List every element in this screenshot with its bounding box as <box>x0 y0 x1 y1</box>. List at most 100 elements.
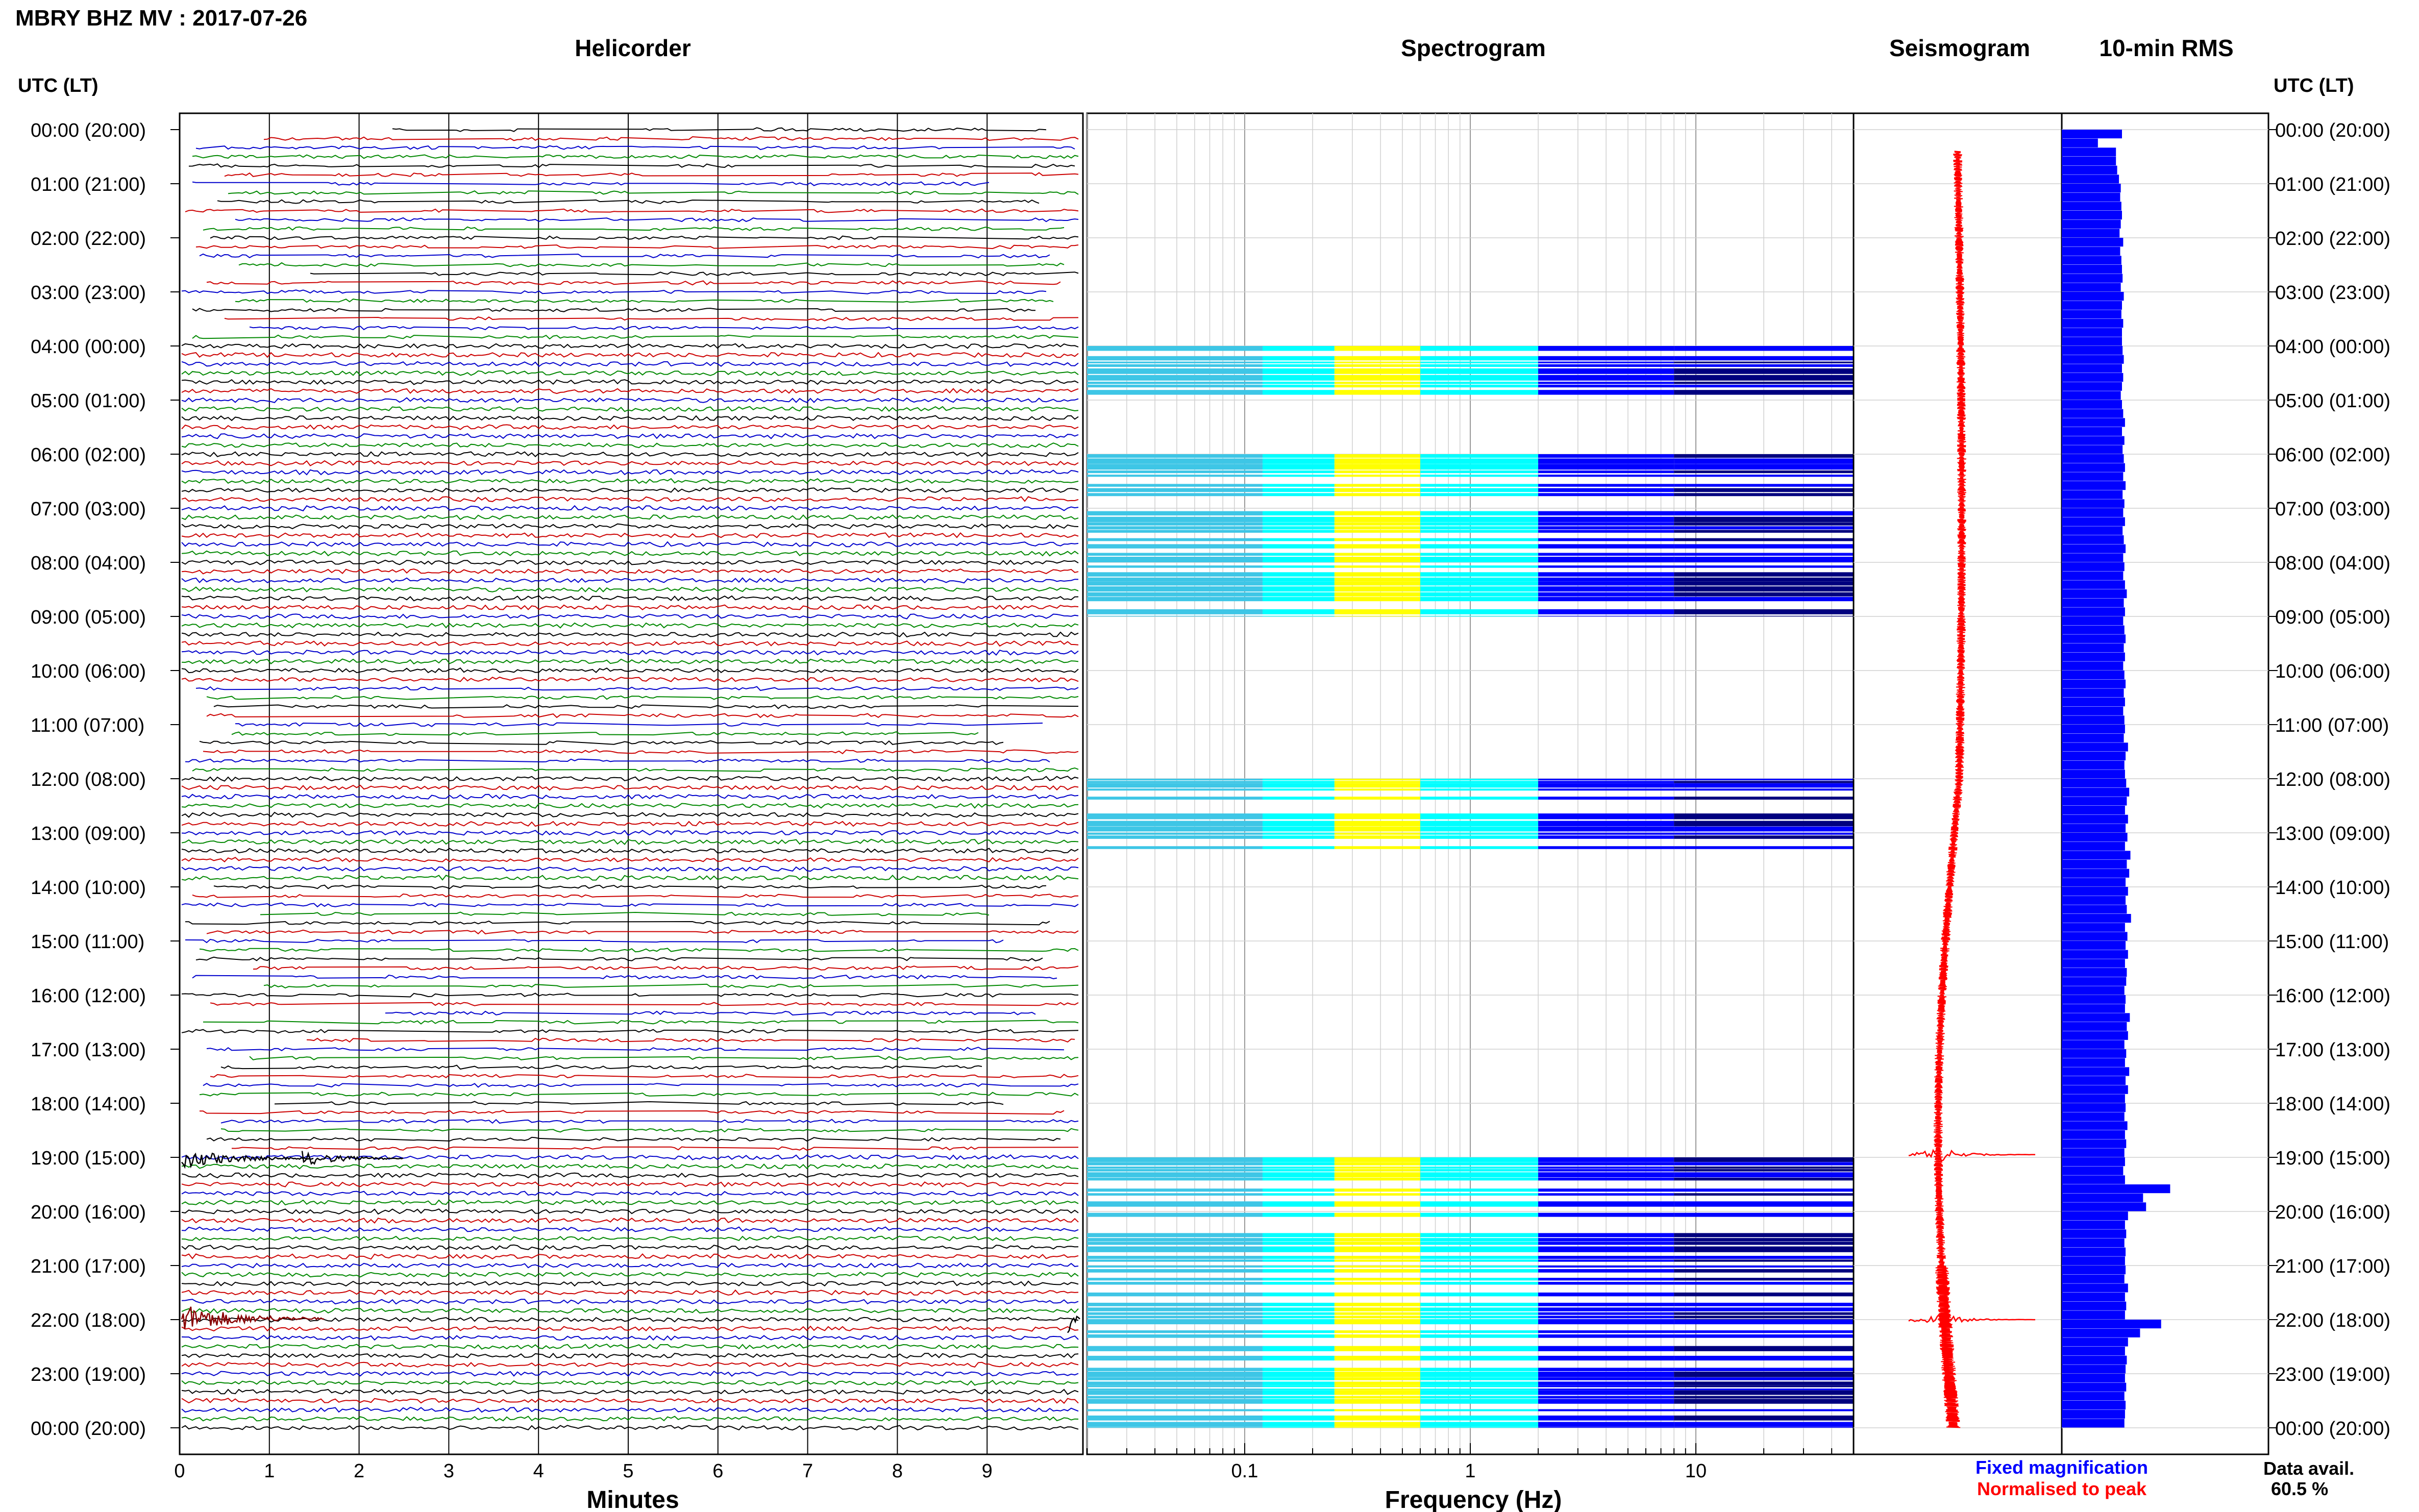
spectrogram-cell <box>1674 1177 1854 1181</box>
spectrogram-cell <box>1334 1355 1420 1361</box>
rms-bar <box>2062 725 2125 734</box>
spectrogram-cell <box>1420 484 1539 487</box>
spectrogram-cell <box>1420 1269 1539 1273</box>
helicorder-trace <box>181 568 1079 575</box>
spectrogram-cell <box>1538 470 1674 474</box>
spectrogram-cell <box>1262 346 1335 351</box>
spectrogram-cell <box>1334 1427 1420 1428</box>
spectrogram-cell <box>1210 1320 1263 1325</box>
spectrogram-cell <box>1087 356 1210 361</box>
helicorder-x-tick-label: 1 <box>264 1460 275 1482</box>
spectrogram-cell <box>1420 1292 1539 1297</box>
helicorder-x-tick-label: 6 <box>712 1460 723 1482</box>
spectrogram-cell <box>1334 1188 1420 1192</box>
spectrogram-cell <box>1262 1266 1335 1268</box>
spectrogram-cell <box>1420 1238 1539 1242</box>
rms-bar <box>2062 147 2116 157</box>
spectrogram-cell <box>1262 565 1335 568</box>
spectrogram-cell <box>1674 565 1854 568</box>
spectrogram-cell <box>1334 1169 1420 1172</box>
spectrogram-cell <box>1334 1212 1420 1217</box>
helicorder-trace <box>181 622 1079 629</box>
spectrogram-cell <box>1420 1320 1539 1325</box>
spectrogram-cell <box>1087 1427 1210 1428</box>
time-label-right: 00:00 (20:00) <box>2275 120 2390 141</box>
spectrogram-cell <box>1210 1188 1263 1192</box>
rms-bar <box>2062 1031 2128 1040</box>
rms-bar <box>2062 337 2122 346</box>
spectrogram-cell <box>1087 522 1210 526</box>
rms-bar <box>2062 1049 2127 1058</box>
spectrogram-cell <box>1087 592 1210 597</box>
spectrogram-cell <box>1420 846 1539 849</box>
spectrogram-cell <box>1538 1377 1674 1380</box>
spectrogram-cell <box>1538 1368 1674 1371</box>
spectrogram-cell <box>1674 1282 1854 1285</box>
rms-bar <box>2062 418 2125 427</box>
seismogram-event <box>1908 1312 2035 1328</box>
spectrogram-cell <box>1674 1157 1854 1162</box>
rms-bar <box>2062 364 2122 373</box>
time-label-left: 23:00 (19:00) <box>31 1364 146 1385</box>
spectrogram-cell <box>1674 597 1854 602</box>
helicorder-trace <box>199 253 1050 259</box>
helicorder-trace <box>181 424 1079 430</box>
helicorder-trace <box>181 1028 1079 1034</box>
spectrogram-cell <box>1538 835 1674 839</box>
spectrogram-cell <box>1334 493 1420 497</box>
spectrogram-cell <box>1420 368 1539 374</box>
spectrogram-cell <box>1262 557 1335 562</box>
spectrogram-cell <box>1262 538 1335 541</box>
spectrogram-cell <box>1334 368 1420 374</box>
helicorder-trace <box>181 1325 1079 1332</box>
helicorder-trace <box>260 911 990 916</box>
spectrogram-cell <box>1262 609 1335 614</box>
seismogram-panel <box>1853 112 2063 1455</box>
spectrogram-cell <box>1087 1201 1210 1207</box>
rms-bar <box>2062 950 2128 959</box>
spectrogram-cell <box>1420 454 1539 458</box>
spectrogram-cell <box>1087 1169 1210 1172</box>
spectrogram-cell <box>1087 1162 1210 1166</box>
spectrogram-cell <box>1334 609 1420 614</box>
spectrogram-cell <box>1538 557 1674 562</box>
spectrogram-cell <box>1538 1201 1674 1207</box>
spectrogram-cell <box>1087 779 1210 781</box>
spectrogram-cell <box>1334 1319 1420 1320</box>
helicorder-trace <box>181 1289 1079 1296</box>
time-label-right: 21:00 (17:00) <box>2275 1256 2390 1277</box>
spectrogram-cell <box>1262 1371 1335 1374</box>
time-label-left: 21:00 (17:00) <box>31 1256 146 1277</box>
spectrogram-cell <box>1210 1177 1263 1181</box>
spectrogram-cell <box>1538 779 1674 781</box>
spectrogram-cell <box>1262 1346 1335 1351</box>
rms-bar <box>2062 355 2124 364</box>
spectrogram-cell <box>1210 530 1263 533</box>
spectrogram-cell <box>1334 1238 1420 1242</box>
spectrogram-cell <box>1674 1346 1854 1351</box>
spectrogram-cell <box>1087 1193 1210 1196</box>
helicorder-trace <box>181 1262 1079 1269</box>
spectrogram-cell <box>1210 1389 1263 1391</box>
rms-bar <box>2062 1121 2128 1130</box>
spectrogram-cell <box>1420 458 1539 464</box>
spectrogram-cell <box>1334 346 1420 351</box>
spectrogram-cell <box>1210 826 1263 832</box>
helicorder-event <box>181 1306 325 1330</box>
rms-bar <box>2062 184 2121 193</box>
helicorder-trace <box>181 631 1079 638</box>
spectrogram-cell <box>1210 381 1263 384</box>
spectrogram-cell <box>1210 1319 1263 1320</box>
helicorder-trace <box>181 406 1079 412</box>
spectrogram-cell <box>1262 361 1335 363</box>
spectrogram-cell <box>1420 577 1539 582</box>
spectrogram-cell <box>1210 361 1263 363</box>
spectrogram-cell <box>1087 1259 1210 1262</box>
spectrogram-cell <box>1420 1256 1539 1259</box>
helicorder-trace <box>181 496 1079 502</box>
spectrogram-cell <box>1210 493 1263 497</box>
spectrogram-cell <box>1087 572 1210 577</box>
spectrogram-cell <box>1087 597 1210 602</box>
rms-bar <box>2062 1409 2125 1419</box>
spectrogram-cell <box>1210 384 1263 388</box>
